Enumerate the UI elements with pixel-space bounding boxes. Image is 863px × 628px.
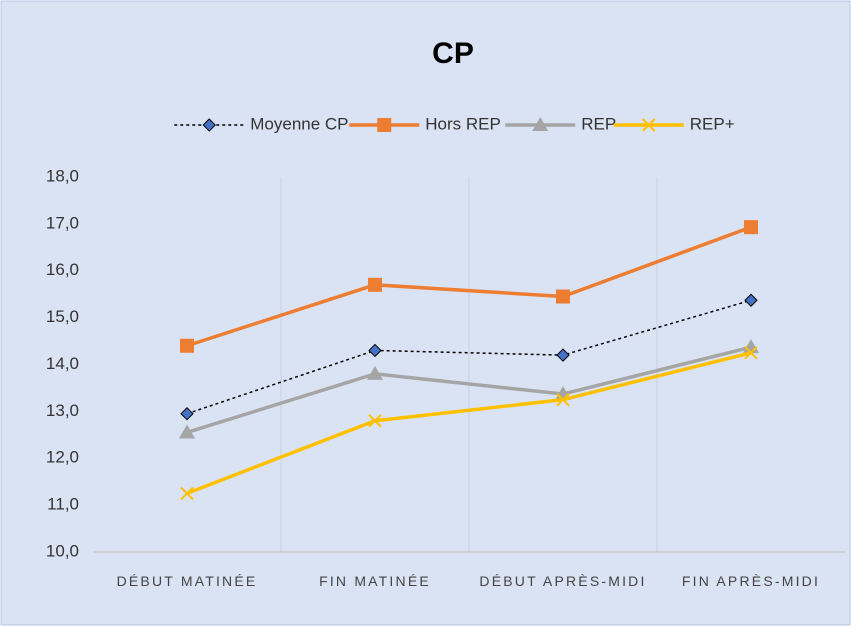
marker bbox=[744, 293, 758, 307]
chart-title: CP bbox=[432, 37, 474, 70]
marker bbox=[556, 289, 570, 304]
legend-label: REP bbox=[581, 114, 616, 133]
marker bbox=[180, 407, 194, 421]
y-tick-label: 18,0 bbox=[46, 166, 79, 185]
x-tick-label: FIN MATINÉE bbox=[319, 573, 431, 589]
x-tick-label: DÉBUT MATINÉE bbox=[116, 573, 258, 589]
y-tick-label: 11,0 bbox=[47, 495, 79, 514]
marker bbox=[368, 414, 382, 428]
legend-label: Hors REP bbox=[425, 114, 501, 133]
marker bbox=[556, 392, 570, 407]
marker bbox=[180, 486, 194, 501]
x-tick-label: DÉBUT APRÈS-MIDI bbox=[479, 573, 647, 589]
series-line bbox=[186, 225, 752, 348]
series-line bbox=[186, 345, 752, 435]
legend-label: REP+ bbox=[690, 114, 735, 133]
y-tick-label: 14,0 bbox=[46, 354, 79, 373]
marker bbox=[180, 338, 194, 353]
marker bbox=[367, 365, 383, 380]
y-tick-label: 16,0 bbox=[46, 260, 79, 279]
marker bbox=[368, 277, 382, 292]
marker bbox=[556, 348, 570, 362]
y-tick-label: 15,0 bbox=[46, 307, 79, 326]
marker bbox=[202, 118, 216, 132]
x-tick-label: FIN APRÈS-MIDI bbox=[681, 573, 821, 589]
y-tick-label: 12,0 bbox=[46, 448, 79, 467]
y-tick-label: 13,0 bbox=[46, 401, 79, 420]
legend-label: Moyenne CP bbox=[250, 114, 348, 133]
marker bbox=[377, 118, 392, 132]
marker bbox=[744, 220, 758, 235]
marker bbox=[179, 424, 195, 439]
marker bbox=[744, 346, 758, 360]
marker bbox=[368, 343, 382, 358]
marker bbox=[532, 117, 549, 131]
y-tick-label: 17,0 bbox=[46, 213, 79, 232]
y-tick-label: 10,0 bbox=[46, 541, 79, 560]
marker bbox=[642, 118, 656, 132]
series-line bbox=[186, 351, 752, 496]
